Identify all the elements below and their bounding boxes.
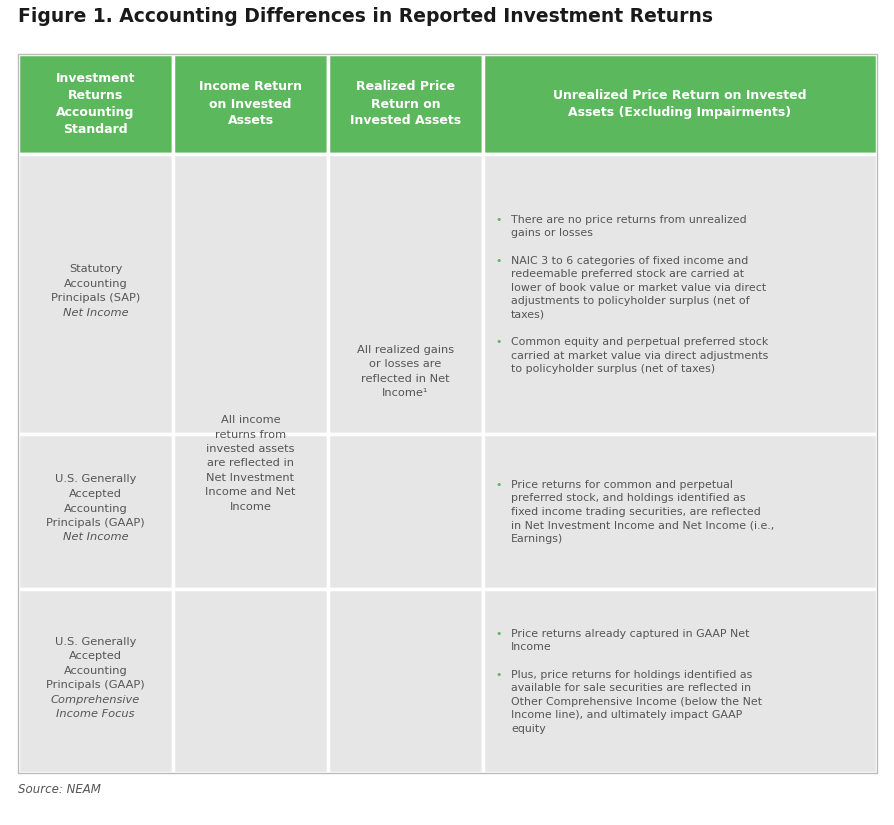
Bar xyxy=(18,154,173,434)
Text: fixed income trading securities, are reflected: fixed income trading securities, are ref… xyxy=(510,507,760,516)
Bar xyxy=(483,54,876,154)
Text: •: • xyxy=(494,670,501,680)
Bar xyxy=(173,589,327,773)
Text: Accounting: Accounting xyxy=(63,666,127,676)
Bar xyxy=(327,54,483,154)
Bar xyxy=(173,54,327,154)
Bar xyxy=(173,434,327,589)
Text: lower of book value or market value via direct: lower of book value or market value via … xyxy=(510,282,765,293)
Text: in Net Investment Income and Net Income (i.e.,: in Net Investment Income and Net Income … xyxy=(510,521,773,530)
Bar xyxy=(483,434,876,589)
Text: Accepted: Accepted xyxy=(69,651,122,662)
Text: preferred stock, and holdings identified as: preferred stock, and holdings identified… xyxy=(510,493,745,503)
Text: redeemable preferred stock are carried at: redeemable preferred stock are carried a… xyxy=(510,269,743,279)
Text: U.S. Generally: U.S. Generally xyxy=(55,474,136,484)
Text: Accepted: Accepted xyxy=(69,489,122,499)
Text: •: • xyxy=(494,256,501,266)
Text: Comprehensive: Comprehensive xyxy=(51,695,140,705)
Text: Plus, price returns for holdings identified as: Plus, price returns for holdings identif… xyxy=(510,670,752,680)
Text: Net Income: Net Income xyxy=(63,532,128,543)
Text: NAIC 3 to 6 categories of fixed income and: NAIC 3 to 6 categories of fixed income a… xyxy=(510,256,747,266)
Text: All income
returns from
invested assets
are reflected in
Net Investment
Income a: All income returns from invested assets … xyxy=(205,415,295,512)
Text: Price returns already captured in GAAP Net: Price returns already captured in GAAP N… xyxy=(510,629,748,639)
Text: Realized Price
Return on
Invested Assets: Realized Price Return on Invested Assets xyxy=(350,81,460,128)
Text: taxes): taxes) xyxy=(510,309,544,319)
Text: carried at market value via direct adjustments: carried at market value via direct adjus… xyxy=(510,351,768,361)
Bar xyxy=(173,154,327,434)
Text: There are no price returns from unrealized: There are no price returns from unrealiz… xyxy=(510,214,746,224)
Text: Principals (GAAP): Principals (GAAP) xyxy=(46,518,145,528)
Text: Common equity and perpetual preferred stock: Common equity and perpetual preferred st… xyxy=(510,337,767,347)
Text: •: • xyxy=(494,629,501,639)
Text: equity: equity xyxy=(510,724,545,733)
Bar xyxy=(18,54,173,154)
Text: •: • xyxy=(494,480,501,490)
Text: Unrealized Price Return on Invested
Assets (Excluding Impairments): Unrealized Price Return on Invested Asse… xyxy=(552,89,805,119)
Text: to policyholder surplus (net of taxes): to policyholder surplus (net of taxes) xyxy=(510,364,714,374)
Text: All realized gains
or losses are
reflected in Net
Income¹: All realized gains or losses are reflect… xyxy=(357,345,453,398)
Text: Source: NEAM: Source: NEAM xyxy=(18,783,101,796)
Text: gains or losses: gains or losses xyxy=(510,228,593,238)
Text: Investment
Returns
Accounting
Standard: Investment Returns Accounting Standard xyxy=(55,72,135,136)
Text: Income line), and ultimately impact GAAP: Income line), and ultimately impact GAAP xyxy=(510,710,741,720)
Bar xyxy=(483,154,876,434)
Text: Income Return
on Invested
Assets: Income Return on Invested Assets xyxy=(198,81,301,128)
Bar xyxy=(18,589,173,773)
Text: available for sale securities are reflected in: available for sale securities are reflec… xyxy=(510,683,750,693)
Text: Principals (GAAP): Principals (GAAP) xyxy=(46,681,145,691)
Text: Other Comprehensive Income (below the Net: Other Comprehensive Income (below the Ne… xyxy=(510,697,762,707)
Text: Price returns for common and perpetual: Price returns for common and perpetual xyxy=(510,480,732,490)
Text: •: • xyxy=(494,214,501,224)
Bar xyxy=(18,434,173,589)
Text: Accounting: Accounting xyxy=(63,503,127,513)
Text: Statutory: Statutory xyxy=(69,264,122,274)
Text: Figure 1. Accounting Differences in Reported Investment Returns: Figure 1. Accounting Differences in Repo… xyxy=(18,7,713,26)
Text: Income Focus: Income Focus xyxy=(56,710,135,719)
Bar xyxy=(327,154,483,434)
Text: Net Income: Net Income xyxy=(63,308,128,318)
Text: Earnings): Earnings) xyxy=(510,534,562,544)
Bar xyxy=(18,54,876,773)
Text: Income: Income xyxy=(510,643,551,653)
Bar xyxy=(327,589,483,773)
Text: Accounting: Accounting xyxy=(63,279,127,289)
Text: adjustments to policyholder surplus (net of: adjustments to policyholder surplus (net… xyxy=(510,296,749,306)
Bar xyxy=(327,434,483,589)
Text: •: • xyxy=(494,337,501,347)
Bar xyxy=(483,589,876,773)
Text: U.S. Generally: U.S. Generally xyxy=(55,637,136,647)
Text: Principals (SAP): Principals (SAP) xyxy=(51,293,140,304)
